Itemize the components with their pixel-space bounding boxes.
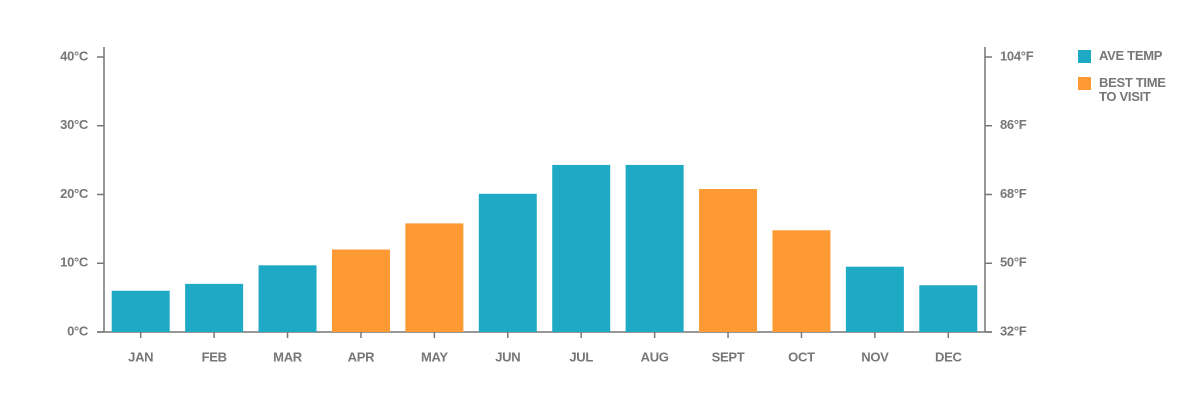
bar <box>258 265 317 332</box>
bar <box>552 164 611 332</box>
bar <box>405 223 464 332</box>
x-tick-label: MAR <box>273 349 303 364</box>
x-tick-label: FEB <box>202 349 227 364</box>
y2-tick-label: 104°F <box>1000 48 1034 63</box>
legend: AVE TEMP BEST TIME TO VISIT <box>1078 49 1188 117</box>
legend-swatch <box>1078 77 1091 90</box>
bar <box>845 266 904 332</box>
x-tick-label: APR <box>348 349 375 364</box>
x-tick-label: JUL <box>569 349 593 364</box>
legend-label: AVE TEMP <box>1099 48 1163 63</box>
bar <box>185 283 244 332</box>
x-tick-label: JAN <box>128 349 153 364</box>
y-tick-label: 20°C <box>60 186 89 201</box>
bar <box>111 290 170 332</box>
y2-tick-label: 86°F <box>1000 117 1027 132</box>
bar <box>919 285 978 332</box>
x-tick-label: NOV <box>861 349 889 364</box>
y-tick-label: 40°C <box>60 48 89 63</box>
y2-tick-label: 68°F <box>1000 186 1027 201</box>
bar <box>625 164 684 332</box>
x-tick-label: JUN <box>495 349 520 364</box>
legend-item: BEST TIME TO VISIT <box>1078 76 1188 104</box>
y-tick-label: 10°C <box>60 255 89 270</box>
x-tick-label: SEPT <box>712 349 745 364</box>
bar <box>331 249 390 332</box>
y-tick-label: 30°C <box>60 117 89 132</box>
bar <box>478 193 537 332</box>
legend-label: BEST TIME TO VISIT <box>1099 75 1166 104</box>
x-tick-label: OCT <box>788 349 815 364</box>
legend-swatch <box>1078 50 1091 63</box>
legend-item: AVE TEMP <box>1078 49 1188 63</box>
y2-tick-label: 32°F <box>1000 323 1027 338</box>
y2-tick-label: 50°F <box>1000 255 1027 270</box>
bar <box>772 230 831 332</box>
x-tick-label: AUG <box>641 349 669 364</box>
y-tick-label: 0°C <box>67 323 89 338</box>
x-tick-label: MAY <box>421 349 448 364</box>
x-tick-label: DEC <box>935 349 962 364</box>
bar <box>699 189 758 332</box>
